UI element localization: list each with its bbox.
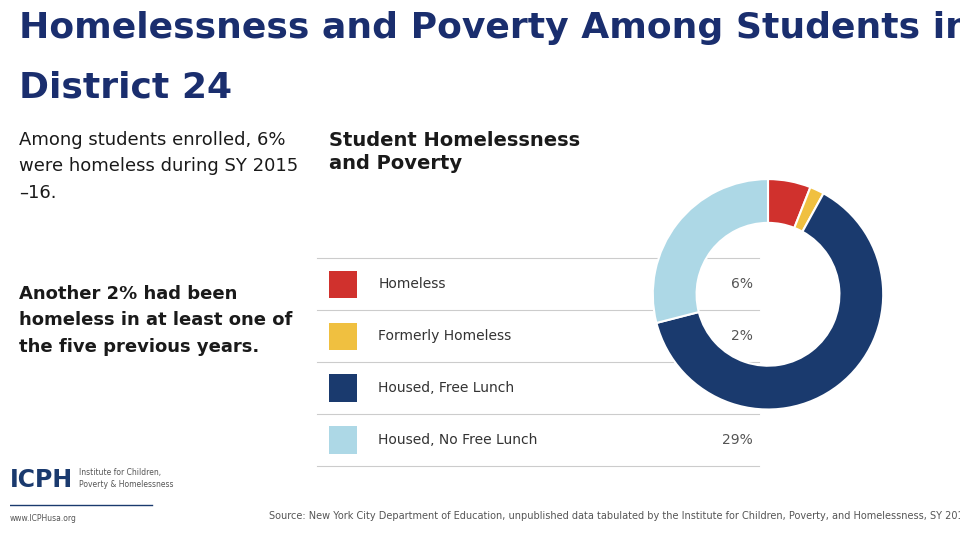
Wedge shape <box>794 187 824 232</box>
Text: ICPH: ICPH <box>10 468 73 492</box>
Text: 63%: 63% <box>722 381 753 395</box>
Text: www.ICPHusa.org: www.ICPHusa.org <box>10 514 77 523</box>
Text: District 24: District 24 <box>19 70 232 104</box>
Text: Homelessness and Poverty Among Students in: Homelessness and Poverty Among Students … <box>19 11 960 45</box>
FancyBboxPatch shape <box>329 374 357 402</box>
Text: 29%: 29% <box>722 433 753 447</box>
Wedge shape <box>768 179 810 228</box>
Text: Housed, No Free Lunch: Housed, No Free Lunch <box>378 433 538 447</box>
Text: 6%: 6% <box>731 277 753 291</box>
Wedge shape <box>653 179 768 323</box>
Text: Source: New York City Department of Education, unpublished data tabulated by the: Source: New York City Department of Educ… <box>269 511 960 521</box>
Text: Institute for Children,
Poverty & Homelessness: Institute for Children, Poverty & Homele… <box>79 468 173 489</box>
Wedge shape <box>657 193 883 409</box>
Text: Student Homelessness
and Poverty: Student Homelessness and Poverty <box>329 131 580 173</box>
Text: Another 2% had been
homeless in at least one of
the five previous years.: Another 2% had been homeless in at least… <box>19 285 293 356</box>
FancyBboxPatch shape <box>329 322 357 350</box>
Text: Homeless: Homeless <box>378 277 445 291</box>
Text: Housed, Free Lunch: Housed, Free Lunch <box>378 381 515 395</box>
Text: Formerly Homeless: Formerly Homeless <box>378 329 512 343</box>
Text: Among students enrolled, 6%
were homeless during SY 2015
–16.: Among students enrolled, 6% were homeles… <box>19 131 299 202</box>
FancyBboxPatch shape <box>329 271 357 298</box>
FancyBboxPatch shape <box>329 427 357 454</box>
Text: 2%: 2% <box>732 329 753 343</box>
